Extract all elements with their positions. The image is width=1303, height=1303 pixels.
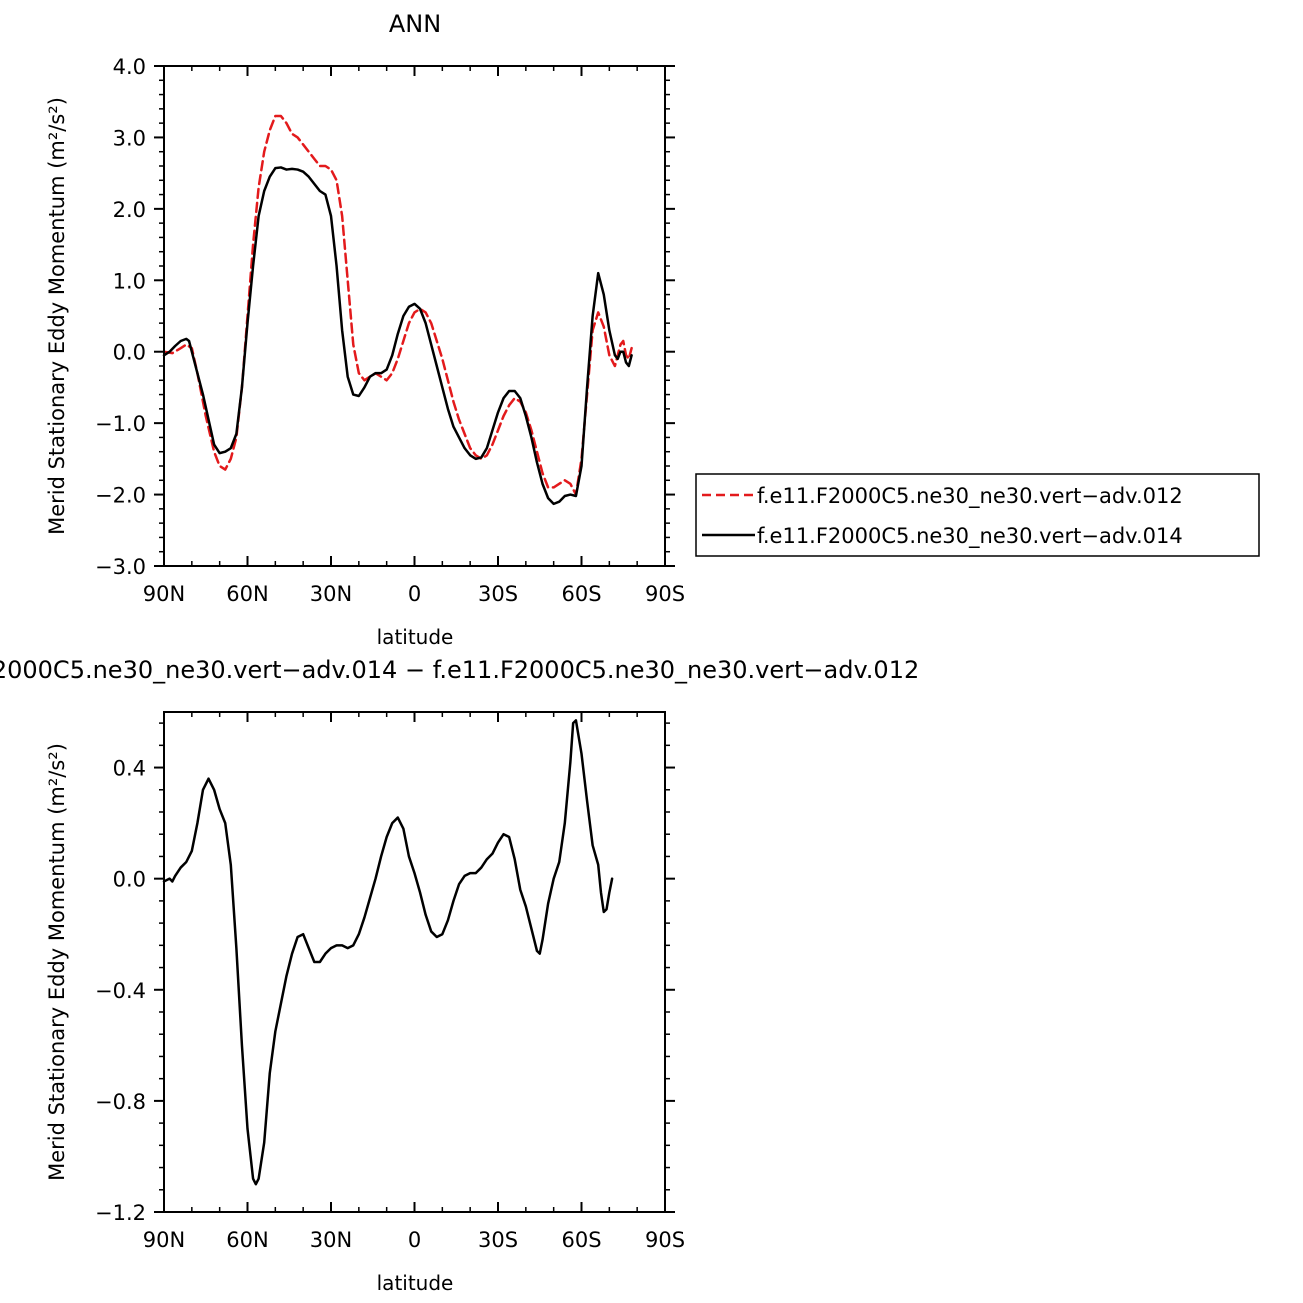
bottom-y-tick-label: −0.4 [95, 979, 146, 1003]
bottom-y-tick-label: −0.8 [95, 1090, 146, 1114]
bottom-y-axis-label: Merid Stationary Eddy Momentum (m²/s²) [45, 743, 69, 1181]
top-y-tick-label: 3.0 [113, 126, 146, 150]
top-x-axis-label: latitude [377, 625, 454, 649]
bottom-x-tick-label: 60N [226, 1228, 268, 1252]
top-y-tick-label: 0.0 [113, 341, 146, 365]
top-y-tick-label: −2.0 [95, 484, 146, 508]
bottom-y-tick-label: 0.4 [113, 757, 146, 781]
top-x-tick-label: 60S [561, 582, 601, 606]
top-x-tick-label: 90N [143, 582, 185, 606]
top-y-tick-label: 2.0 [113, 198, 146, 222]
bottom-x-tick-label: 0 [408, 1228, 421, 1252]
bottom-series-line-0 [162, 719, 614, 1186]
top-panel: ANN 90N 60N 30N 0 30S 60S 90S −3.0 −2.0 −1.0 0.0 1.… [45, 10, 685, 649]
top-y-axis-label: Merid Stationary Eddy Momentum (m²/s²) [45, 97, 69, 535]
top-y-tick-label: 4.0 [113, 55, 146, 79]
top-y-tick-label: 1.0 [113, 269, 146, 293]
bottom-x-tick-label: 30N [310, 1228, 352, 1252]
bottom-x-tick-label: 90S [645, 1228, 685, 1252]
top-plot-frame [163, 65, 666, 567]
legend-label-012: f.e11.F2000C5.ne30_ne30.vert−adv.012 [757, 484, 1183, 509]
bottom-y-tick-label: 0.0 [113, 868, 146, 892]
bottom-plot-frame [163, 711, 666, 1213]
top-x-tick-label: 30S [478, 582, 518, 606]
top-y-tick-label: −3.0 [95, 555, 146, 579]
top-x-tick-label: 90S [645, 582, 685, 606]
legend: f.e11.F2000C5.ne30_ne30.vert−adv.012 f.e… [695, 473, 1260, 557]
bottom-x-tick-label: 60S [561, 1228, 601, 1252]
top-x-tick-label: 30N [310, 582, 352, 606]
bottom-x-tick-label: 90N [143, 1228, 185, 1252]
top-series-line-0 [162, 114, 633, 496]
bottom-chart-title: f.e11.F2000C5.ne30_ne30.vert−adv.014 − f… [0, 656, 919, 684]
bottom-x-axis-label: latitude [377, 1271, 454, 1295]
legend-label-014: f.e11.F2000C5.ne30_ne30.vert−adv.014 [757, 524, 1183, 549]
top-x-tick-label: 60N [226, 582, 268, 606]
bottom-x-tick-label: 30S [478, 1228, 518, 1252]
bottom-panel: f.e11.F2000C5.ne30_ne30.vert−adv.014 − f… [0, 656, 919, 1295]
legend-box [695, 473, 1260, 557]
top-y-tick-label: −1.0 [95, 412, 146, 436]
top-chart-title: ANN [389, 10, 441, 38]
bottom-y-tick-label: −1.2 [95, 1201, 146, 1225]
top-x-tick-label: 0 [408, 582, 421, 606]
top-series-line-1 [162, 166, 633, 506]
